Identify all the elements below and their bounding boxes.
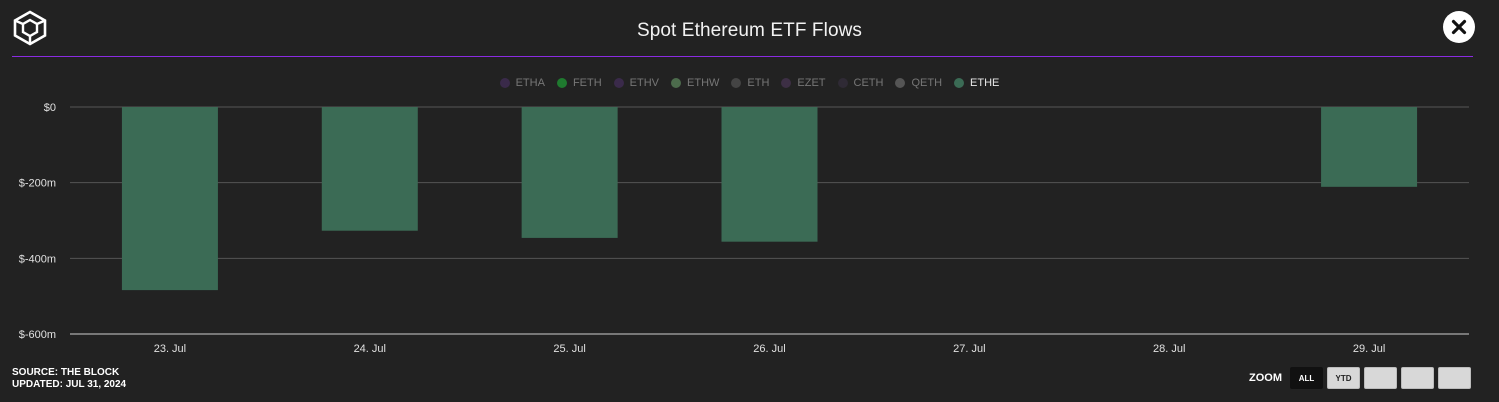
- close-button[interactable]: [1443, 11, 1475, 43]
- y-tick-label: $-200m: [19, 178, 56, 190]
- chart-legend: ETHA FETH ETHV ETHW ETH EZET CETH QETH ETHE: [0, 77, 1499, 89]
- legend-label: ETH: [747, 77, 770, 89]
- x-tick-label: 29. Jul: [1353, 343, 1385, 355]
- source-text: SOURCE: THE BLOCK: [12, 367, 120, 378]
- close-icon: [1451, 19, 1467, 35]
- legend-label: EZET: [797, 77, 826, 89]
- zoom-button-ytd[interactable]: YTD: [1327, 367, 1360, 389]
- zoom-button-all[interactable]: ALL: [1290, 367, 1323, 389]
- legend-marker-icon: [499, 78, 510, 88]
- legend-marker-icon: [613, 78, 624, 88]
- x-tick-label: 26. Jul: [753, 343, 785, 355]
- y-tick-label: $0: [44, 102, 56, 114]
- the-block-logo-icon[interactable]: [12, 10, 48, 46]
- legend-marker-icon: [671, 78, 682, 88]
- legend-item-eth[interactable]: ETH: [731, 77, 769, 89]
- zoom-button-option-4[interactable]: [1438, 367, 1471, 389]
- legend-label: CETH: [853, 77, 884, 89]
- x-tick-label: 28. Jul: [1153, 343, 1185, 355]
- legend-label: ETHV: [629, 77, 660, 89]
- legend-item-ceth[interactable]: CETH: [837, 77, 884, 89]
- x-tick-label: 25. Jul: [553, 343, 585, 355]
- zoom-controls: ZOOM ALL YTD: [1249, 367, 1475, 389]
- legend-label: ETHA: [515, 77, 545, 89]
- legend-item-etha[interactable]: ETHA: [499, 77, 545, 89]
- zoom-button-option-2[interactable]: [1364, 367, 1397, 389]
- source-note: SOURCE: THE BLOCK UPDATED: JUL 31, 2024: [12, 367, 126, 391]
- bar-26jul[interactable]: [721, 107, 818, 242]
- zoom-label: ZOOM: [1249, 372, 1282, 384]
- y-tick-label: $-600m: [19, 329, 56, 341]
- bar-25jul[interactable]: [521, 107, 618, 238]
- y-tick-label: $-400m: [19, 253, 56, 265]
- legend-item-qeth[interactable]: QETH: [895, 77, 942, 89]
- legend-label: FETH: [572, 77, 602, 89]
- legend-marker-icon: [556, 78, 567, 88]
- legend-marker-icon: [731, 78, 742, 88]
- legend-label: ETHW: [687, 77, 720, 89]
- legend-label: QETH: [911, 77, 943, 89]
- bar-29jul[interactable]: [1321, 107, 1418, 187]
- legend-marker-icon: [837, 78, 848, 88]
- x-tick-label: 23. Jul: [154, 343, 186, 355]
- x-tick-label: 27. Jul: [953, 343, 985, 355]
- updated-text: UPDATED: JUL 31, 2024: [12, 379, 127, 390]
- legend-marker-icon: [954, 78, 965, 88]
- chart-title: Spot Ethereum ETF Flows: [636, 20, 863, 41]
- legend-item-ethe[interactable]: ETHE: [954, 77, 999, 89]
- legend-label: ETHE: [970, 77, 1000, 89]
- x-tick-label: 24. Jul: [354, 343, 386, 355]
- zoom-button-option-3[interactable]: [1401, 367, 1434, 389]
- bar-23jul[interactable]: [121, 107, 218, 291]
- legend-item-ezet[interactable]: EZET: [781, 77, 826, 89]
- header-divider: [12, 56, 1473, 57]
- bar-24jul[interactable]: [321, 107, 418, 231]
- legend-marker-icon: [895, 78, 906, 88]
- legend-item-feth[interactable]: FETH: [556, 77, 602, 89]
- legend-item-ethw[interactable]: ETHW: [671, 77, 719, 89]
- legend-item-ethv[interactable]: ETHV: [613, 77, 660, 89]
- legend-marker-icon: [781, 78, 792, 88]
